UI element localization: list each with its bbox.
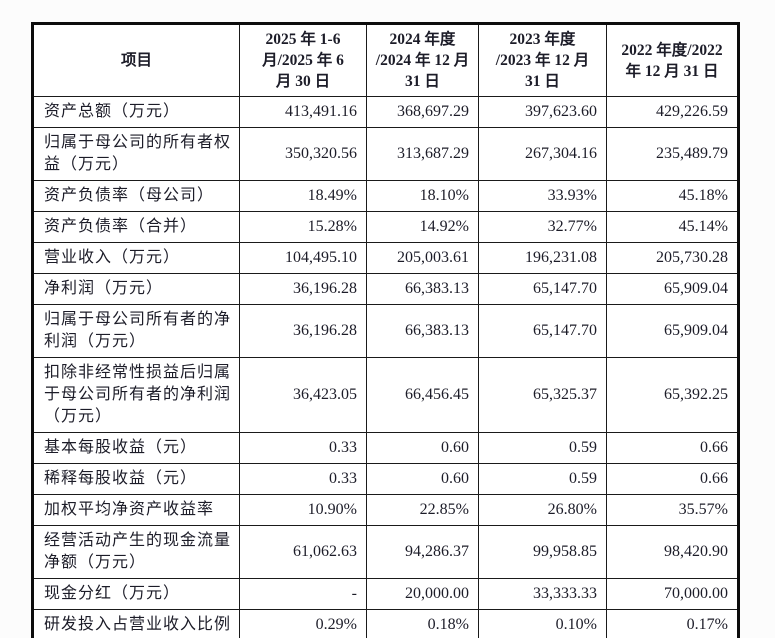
value-cell: 45.18% <box>606 180 739 212</box>
value-cell: 368,697.29 <box>366 96 479 128</box>
column-header: 2023 年度 /2023 年 12 月 31 日 <box>478 23 607 97</box>
value-cell: 65,392.25 <box>606 357 739 433</box>
table-row: 营业收入（万元） 104,495.10 205,003.61 196,231.08 20… <box>32 242 739 274</box>
value-cell: 66,383.13 <box>366 273 479 305</box>
value-cell: 99,958.85 <box>478 525 607 579</box>
value-cell: 0.33 <box>239 432 367 464</box>
value-cell: 65,909.04 <box>606 304 739 358</box>
value-cell: 0.29% <box>239 609 367 638</box>
table-row: 现金分红（万元） -20,000.00 33,333.33 70,000.00 <box>32 578 739 610</box>
value-cell: 0.60 <box>366 432 479 464</box>
row-label: 加权平均净资产收益率 <box>32 494 240 526</box>
value-cell: 65,147.70 <box>478 304 607 358</box>
table-row: 净利润（万元） 36,196.28 66,383.13 65,147.70 65,909… <box>32 273 739 305</box>
value-cell: 429,226.59 <box>606 96 739 128</box>
value-cell: 18.49% <box>239 180 367 212</box>
row-label: 资产负债率（合并） <box>32 211 240 243</box>
value-cell: 65,147.70 <box>478 273 607 305</box>
header-row: 项目 2025 年 1-6 月/2025 年 6 月 30 日 2024 年度 /2… <box>32 23 739 97</box>
value-cell: 350,320.56 <box>239 127 367 181</box>
value-cell: 397,623.60 <box>478 96 607 128</box>
value-cell: 18.10% <box>366 180 479 212</box>
value-cell: 0.33 <box>239 463 367 495</box>
table-row: 资产负债率（母公司） 18.49% 18.10% 33.93% 45.18% <box>32 180 739 212</box>
value-cell: 65,909.04 <box>606 273 739 305</box>
value-cell: 66,456.45 <box>366 357 479 433</box>
row-label: 营业收入（万元） <box>32 242 240 274</box>
row-label: 研发投入占营业收入比例 <box>32 609 240 638</box>
row-label: 基本每股收益（元） <box>32 432 240 464</box>
row-label: 净利润（万元） <box>32 273 240 305</box>
value-cell: 36,196.28 <box>239 273 367 305</box>
value-cell: 61,062.63 <box>239 525 367 579</box>
value-cell: 235,489.79 <box>606 127 739 181</box>
value-cell: 10.90% <box>239 494 367 526</box>
row-label: 扣除非经常性损益后归属于母公司所有者的净利润（万元） <box>32 357 240 433</box>
table-row: 资产负债率（合并） 15.28% 14.92% 32.77% 45.14% <box>32 211 739 243</box>
table-row: 归属于母公司所有者的净利润（万元） 36,196.28 66,383.13 65,14… <box>32 304 739 358</box>
column-header: 项目 <box>32 23 240 97</box>
value-cell: 45.14% <box>606 211 739 243</box>
row-label: 现金分红（万元） <box>32 578 240 610</box>
column-header: 2024 年度 /2024 年 12 月 31 日 <box>366 23 479 97</box>
value-cell: 0.60 <box>366 463 479 495</box>
table-row: 经营活动产生的现金流量净额（万元） 61,062.63 94,286.37 99,95… <box>32 525 739 579</box>
row-label: 归属于母公司的所有者权益（万元） <box>32 127 240 181</box>
value-cell: 65,325.37 <box>478 357 607 433</box>
table-row: 基本每股收益（元） 0.33 0.60 0.59 0.66 <box>32 432 739 464</box>
financial-indicators-table: 项目 2025 年 1-6 月/2025 年 6 月 30 日 2024 年度 /2… <box>31 22 740 638</box>
table-row: 研发投入占营业收入比例 0.29% 0.18% 0.10% 0.17% <box>32 609 739 638</box>
value-cell: - <box>239 578 367 610</box>
value-cell: 36,196.28 <box>239 304 367 358</box>
value-cell: 22.85% <box>366 494 479 526</box>
value-cell: 33,333.33 <box>478 578 607 610</box>
value-cell: 36,423.05 <box>239 357 367 433</box>
value-cell: 205,730.28 <box>606 242 739 274</box>
value-cell: 0.66 <box>606 463 739 495</box>
value-cell: 0.66 <box>606 432 739 464</box>
row-label: 稀释每股收益（元） <box>32 463 240 495</box>
value-cell: 313,687.29 <box>366 127 479 181</box>
value-cell: 0.59 <box>478 463 607 495</box>
value-cell: 196,231.08 <box>478 242 607 274</box>
table-header: 项目 2025 年 1-6 月/2025 年 6 月 30 日 2024 年度 /2… <box>32 23 739 97</box>
table-row: 稀释每股收益（元） 0.33 0.60 0.59 0.66 <box>32 463 739 495</box>
value-cell: 66,383.13 <box>366 304 479 358</box>
column-header: 2025 年 1-6 月/2025 年 6 月 30 日 <box>239 23 367 97</box>
value-cell: 267,304.16 <box>478 127 607 181</box>
value-cell: 205,003.61 <box>366 242 479 274</box>
row-label: 资产总额（万元） <box>32 96 240 128</box>
column-header: 2022 年度/2022 年 12 月 31 日 <box>606 23 739 97</box>
table-row: 扣除非经常性损益后归属于母公司所有者的净利润（万元） 36,423.05 66,45… <box>32 357 739 433</box>
value-cell: 33.93% <box>478 180 607 212</box>
row-label: 经营活动产生的现金流量净额（万元） <box>32 525 240 579</box>
value-cell: 70,000.00 <box>606 578 739 610</box>
value-cell: 0.18% <box>366 609 479 638</box>
table-row: 加权平均净资产收益率 10.90% 22.85% 26.80% 35.57% <box>32 494 739 526</box>
value-cell: 26.80% <box>478 494 607 526</box>
value-cell: 0.10% <box>478 609 607 638</box>
value-cell: 104,495.10 <box>239 242 367 274</box>
table-body: 资产总额（万元） 413,491.16 368,697.29 397,623.60 42… <box>32 96 739 638</box>
value-cell: 20,000.00 <box>366 578 479 610</box>
value-cell: 15.28% <box>239 211 367 243</box>
value-cell: 14.92% <box>366 211 479 243</box>
table-row: 资产总额（万元） 413,491.16 368,697.29 397,623.60 42… <box>32 96 739 128</box>
value-cell: 35.57% <box>606 494 739 526</box>
row-label: 资产负债率（母公司） <box>32 180 240 212</box>
value-cell: 413,491.16 <box>239 96 367 128</box>
value-cell: 32.77% <box>478 211 607 243</box>
value-cell: 98,420.90 <box>606 525 739 579</box>
value-cell: 94,286.37 <box>366 525 479 579</box>
value-cell: 0.17% <box>606 609 739 638</box>
value-cell: 0.59 <box>478 432 607 464</box>
table-row: 归属于母公司的所有者权益（万元） 350,320.56 313,687.29 267,… <box>32 127 739 181</box>
row-label: 归属于母公司所有者的净利润（万元） <box>32 304 240 358</box>
